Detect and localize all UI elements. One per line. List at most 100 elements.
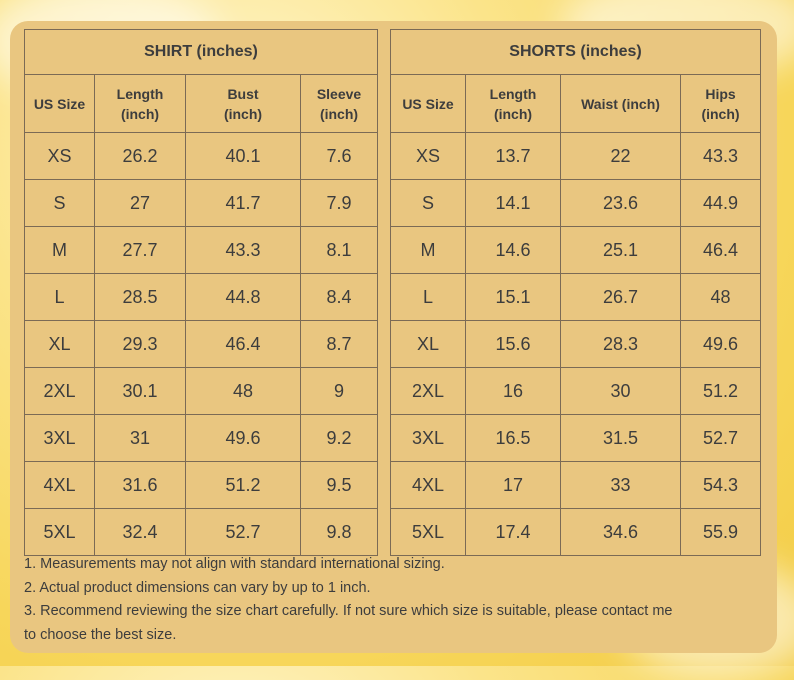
table-header-row: US Size Length (inch) Bust (inch) Sleeve (i…	[24, 74, 378, 133]
length-cell: 31	[94, 414, 186, 462]
table-row: 3XL 16.5 31.5 52.7	[390, 414, 761, 462]
table-row: 4XL 17 33 54.3	[390, 461, 761, 509]
table-row: L 15.1 26.7 48	[390, 273, 761, 321]
sleeve-cell: 9.2	[300, 414, 378, 462]
sleeve-cell: 9	[300, 367, 378, 415]
size-cell: L	[24, 273, 95, 321]
sleeve-cell: 9.5	[300, 461, 378, 509]
length-cell: 26.2	[94, 132, 186, 180]
bust-cell: 46.4	[185, 320, 301, 368]
shirt-size-table: SHIRT (inches) US Size Length (inch) Bust…	[24, 29, 378, 556]
waist-cell: 30	[560, 367, 681, 415]
table-row: 2XL 30.1 48 9	[24, 367, 378, 415]
note-2: 2. Actual product dimensions can vary by…	[24, 579, 371, 596]
size-cell: XS	[390, 132, 466, 180]
hips-cell: 54.3	[680, 461, 761, 509]
size-cell: M	[390, 226, 466, 274]
table-row: XL 15.6 28.3 49.6	[390, 320, 761, 368]
note-1: 1. Measurements may not align with stand…	[24, 556, 445, 572]
hips-cell: 52.7	[680, 414, 761, 462]
length-cell: 27	[94, 179, 186, 227]
length-cell: 27.7	[94, 226, 186, 274]
hips-cell: 48	[680, 273, 761, 321]
table-row: 2XL 16 30 51.2	[390, 367, 761, 415]
waist-cell: 33	[560, 461, 681, 509]
note-3-continued: to choose the best size.	[24, 626, 177, 643]
hips-cell: 49.6	[680, 320, 761, 368]
length-cell: 32.4	[94, 508, 186, 556]
size-cell: 2XL	[24, 367, 95, 415]
size-cell: 3XL	[24, 414, 95, 462]
size-cell: XL	[390, 320, 466, 368]
length-cell: 17	[465, 461, 561, 509]
size-cell: M	[24, 226, 95, 274]
size-cell: 5XL	[24, 508, 95, 556]
sleeve-cell: 8.7	[300, 320, 378, 368]
waist-cell: 34.6	[560, 508, 681, 556]
table-row: S 27 41.7 7.9	[24, 179, 378, 227]
table-row: XL 29.3 46.4 8.7	[24, 320, 378, 368]
table-row: S 14.1 23.6 44.9	[390, 179, 761, 227]
bust-cell: 48	[185, 367, 301, 415]
sleeve-cell: 8.1	[300, 226, 378, 274]
table-row: 5XL 17.4 34.6 55.9	[390, 508, 761, 556]
column-header-hips: Hips (inch)	[680, 74, 761, 133]
hips-cell: 51.2	[680, 367, 761, 415]
column-header-sleeve: Sleeve (inch)	[300, 74, 378, 133]
table-row: 5XL 32.4 52.7 9.8	[24, 508, 378, 556]
hips-cell: 55.9	[680, 508, 761, 556]
length-cell: 15.1	[465, 273, 561, 321]
size-cell: XS	[24, 132, 95, 180]
table-row: M 27.7 43.3 8.1	[24, 226, 378, 274]
bust-cell: 51.2	[185, 461, 301, 509]
waist-cell: 22	[560, 132, 681, 180]
table-row: 3XL 31 49.6 9.2	[24, 414, 378, 462]
table-row: L 28.5 44.8 8.4	[24, 273, 378, 321]
size-cell: 2XL	[390, 367, 466, 415]
shorts-table-title: SHORTS (inches)	[390, 29, 761, 75]
length-cell: 30.1	[94, 367, 186, 415]
size-cell: 5XL	[390, 508, 466, 556]
length-cell: 14.1	[465, 179, 561, 227]
sleeve-cell: 9.8	[300, 508, 378, 556]
table-title-row: SHORTS (inches)	[390, 29, 761, 75]
hips-cell: 44.9	[680, 179, 761, 227]
table-header-row: US Size Length (inch) Waist (inch) Hips (i…	[390, 74, 761, 133]
shirt-table-title: SHIRT (inches)	[24, 29, 378, 75]
size-cell: S	[390, 179, 466, 227]
bust-cell: 52.7	[185, 508, 301, 556]
size-notes: 1. Measurements may not align with stand…	[24, 553, 769, 647]
size-cell: L	[390, 273, 466, 321]
length-cell: 28.5	[94, 273, 186, 321]
table-row: XS 13.7 22 43.3	[390, 132, 761, 180]
sleeve-cell: 7.6	[300, 132, 378, 180]
table-title-row: SHIRT (inches)	[24, 29, 378, 75]
bust-cell: 44.8	[185, 273, 301, 321]
size-cell: 4XL	[24, 461, 95, 509]
waist-cell: 31.5	[560, 414, 681, 462]
column-header-length: Length (inch)	[465, 74, 561, 133]
bust-cell: 49.6	[185, 414, 301, 462]
length-cell: 29.3	[94, 320, 186, 368]
length-cell: 16	[465, 367, 561, 415]
length-cell: 14.6	[465, 226, 561, 274]
length-cell: 15.6	[465, 320, 561, 368]
bust-cell: 40.1	[185, 132, 301, 180]
column-header-length: Length (inch)	[94, 74, 186, 133]
bust-cell: 41.7	[185, 179, 301, 227]
note-3: 3. Recommend reviewing the size chart ca…	[24, 603, 673, 619]
column-header-waist: Waist (inch)	[560, 74, 681, 133]
size-cell: 3XL	[390, 414, 466, 462]
waist-cell: 28.3	[560, 320, 681, 368]
table-row: M 14.6 25.1 46.4	[390, 226, 761, 274]
waist-cell: 23.6	[560, 179, 681, 227]
column-header-us-size: US Size	[24, 74, 95, 133]
size-cell: S	[24, 179, 95, 227]
length-cell: 17.4	[465, 508, 561, 556]
table-row: 4XL 31.6 51.2 9.5	[24, 461, 378, 509]
hips-cell: 46.4	[680, 226, 761, 274]
column-header-us-size: US Size	[390, 74, 466, 133]
sleeve-cell: 7.9	[300, 179, 378, 227]
table-row: XS 26.2 40.1 7.6	[24, 132, 378, 180]
hips-cell: 43.3	[680, 132, 761, 180]
